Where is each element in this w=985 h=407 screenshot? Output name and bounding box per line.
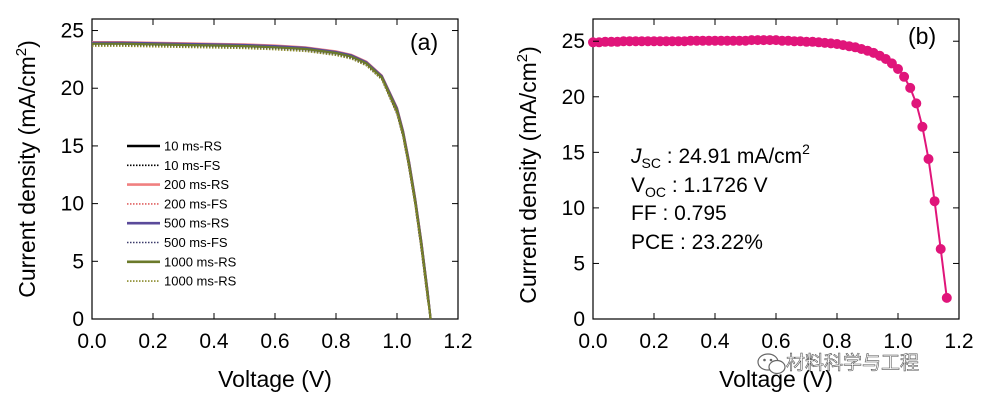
watermark-text: 材料科学与工程 bbox=[786, 352, 919, 374]
panel-a-y-tick-label: 20 bbox=[61, 77, 84, 100]
panel-b-x-tick-label: 0.4 bbox=[700, 330, 730, 353]
panel-a-series-line-0 bbox=[92, 42, 432, 320]
panel-b-x-tick-label: 0.0 bbox=[578, 330, 607, 353]
panel-a-y-tick-label: 0 bbox=[72, 308, 84, 331]
panel-a-y-axis-title: Current density (mA/cm2) bbox=[13, 40, 40, 298]
panel-b-data-point bbox=[899, 71, 910, 82]
panel-b-data-point bbox=[923, 154, 934, 164]
panel-a-legend: 10 ms-RS 10 ms-FS 200 ms-RS 200 ms-FS 500 ms… bbox=[127, 139, 237, 289]
panel-a-series-line-1 bbox=[92, 44, 432, 320]
panel-b-data-point bbox=[917, 121, 928, 132]
legend-entry-6: 1000 ms-RS bbox=[164, 254, 237, 269]
annotation-jsc: JSC : 24.91 mA/cm2 bbox=[630, 141, 810, 171]
panel-a-x-tick-label: 0.6 bbox=[260, 330, 289, 353]
panel-a-x-tick-label: 0.2 bbox=[138, 330, 167, 353]
panel-a-x-tick-label: 0.4 bbox=[199, 330, 229, 353]
panel-a: 0.0 0.2 0.4 0.6 0.8 1.0 1.2 0 5 10 15 20 25 (a) Vol… bbox=[13, 18, 473, 392]
panel-a-label: (a) bbox=[410, 29, 438, 55]
panel-a-y-tick-label: 25 bbox=[61, 20, 84, 43]
legend-entry-5: 500 ms-FS bbox=[164, 235, 228, 250]
panel-b-data-point bbox=[911, 98, 922, 109]
panel-a-series-line-7 bbox=[92, 45, 432, 320]
panel-a-series-line-4 bbox=[92, 41, 432, 320]
panel-a-series-line-5 bbox=[92, 44, 432, 320]
panel-b-data-point bbox=[935, 244, 946, 254]
panel-a-series-line-2 bbox=[92, 40, 432, 320]
panel-a-series-line-6 bbox=[92, 42, 432, 320]
watermark: 材料科学与工程 bbox=[757, 352, 919, 375]
annotation-ff: FF : 0.795 bbox=[631, 202, 727, 225]
panel-b-x-tick-label: 1.0 bbox=[883, 330, 912, 353]
wechat-icon bbox=[757, 353, 786, 375]
panel-b-x-tick-label: 1.2 bbox=[944, 330, 973, 353]
panel-b-data-point bbox=[941, 292, 952, 303]
panel-a-y-tick-label: 15 bbox=[61, 135, 84, 158]
panel-b-y-tick-label: 25 bbox=[562, 30, 585, 53]
panel-a-x-tick-label: 1.2 bbox=[443, 330, 472, 353]
legend-entry-1: 10 ms-FS bbox=[164, 158, 221, 173]
panel-a-x-tick-label: 1.0 bbox=[382, 330, 411, 353]
annotation-pce: PCE : 23.22% bbox=[631, 231, 763, 254]
panel-b-y-axis-title: Current density (mA/cm2) bbox=[514, 46, 541, 304]
panel-b-y-tick-label: 15 bbox=[562, 141, 585, 164]
panel-a-x-tick-label: 0.0 bbox=[77, 330, 106, 353]
panel-b-data-point bbox=[893, 64, 903, 74]
panel-a-x-axis-title: Voltage (V) bbox=[218, 366, 332, 392]
panel-b-y-ticks: 0 5 10 15 20 25 bbox=[562, 30, 959, 331]
panel-a-series-group bbox=[92, 40, 432, 320]
legend-entry-3: 200 ms-FS bbox=[164, 196, 228, 211]
panel-b-data-point bbox=[886, 58, 897, 69]
panel-b-y-tick-label: 5 bbox=[573, 252, 585, 275]
panel-b-data-point bbox=[929, 196, 940, 207]
panel-a-y-tick-label: 10 bbox=[61, 193, 84, 216]
annotation-voc: VOC : 1.1726 V bbox=[631, 174, 768, 200]
panel-b-label: (b) bbox=[908, 23, 936, 49]
panel-b-y-tick-label: 20 bbox=[562, 86, 585, 109]
panel-a-series-line-3 bbox=[92, 43, 432, 320]
panel-b-x-ticks: 0.0 0.2 0.4 0.6 0.8 1.0 1.2 bbox=[578, 19, 974, 353]
panel-b-x-tick-label: 0.2 bbox=[639, 330, 668, 353]
legend-entry-7: 1000 ms-RS bbox=[164, 274, 237, 289]
panel-b-x-tick-label: 0.6 bbox=[761, 330, 790, 353]
panel-a-y-ticks: 0 5 10 15 20 25 bbox=[61, 20, 458, 331]
panel-a-y-tick-label: 5 bbox=[72, 250, 84, 273]
legend-entry-2: 200 ms-RS bbox=[164, 177, 229, 192]
legend-entry-4: 500 ms-RS bbox=[164, 216, 229, 231]
panel-b-y-tick-label: 0 bbox=[573, 308, 585, 331]
panel-b-x-tick-label: 0.8 bbox=[822, 330, 851, 353]
panel-b-series-group bbox=[588, 35, 952, 303]
panel-a-plot-frame bbox=[91, 18, 459, 320]
panel-b-data-point bbox=[905, 82, 916, 93]
panel-b-y-tick-label: 10 bbox=[562, 197, 585, 220]
legend-entry-0: 10 ms-RS bbox=[164, 139, 222, 154]
panel-a-x-ticks: 0.0 0.2 0.4 0.6 0.8 1.0 1.2 bbox=[77, 19, 473, 353]
panel-a-x-tick-label: 0.8 bbox=[321, 330, 350, 353]
